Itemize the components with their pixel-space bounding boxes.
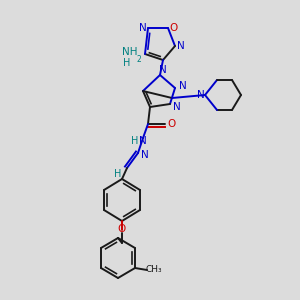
Text: NH: NH — [122, 47, 138, 57]
Text: N: N — [139, 136, 147, 146]
Text: N: N — [177, 41, 185, 51]
Text: H: H — [114, 169, 122, 179]
Text: O: O — [167, 119, 175, 129]
Text: N: N — [159, 65, 167, 75]
Text: O: O — [169, 23, 177, 33]
Text: N: N — [197, 90, 205, 100]
Text: N: N — [179, 81, 187, 91]
Text: N: N — [141, 150, 149, 160]
Text: O: O — [118, 224, 126, 234]
Text: N: N — [173, 102, 181, 112]
Text: 2: 2 — [136, 55, 141, 64]
Text: N: N — [139, 23, 147, 33]
Text: H: H — [123, 58, 131, 68]
Text: H: H — [131, 136, 139, 146]
Text: CH₃: CH₃ — [146, 266, 162, 274]
